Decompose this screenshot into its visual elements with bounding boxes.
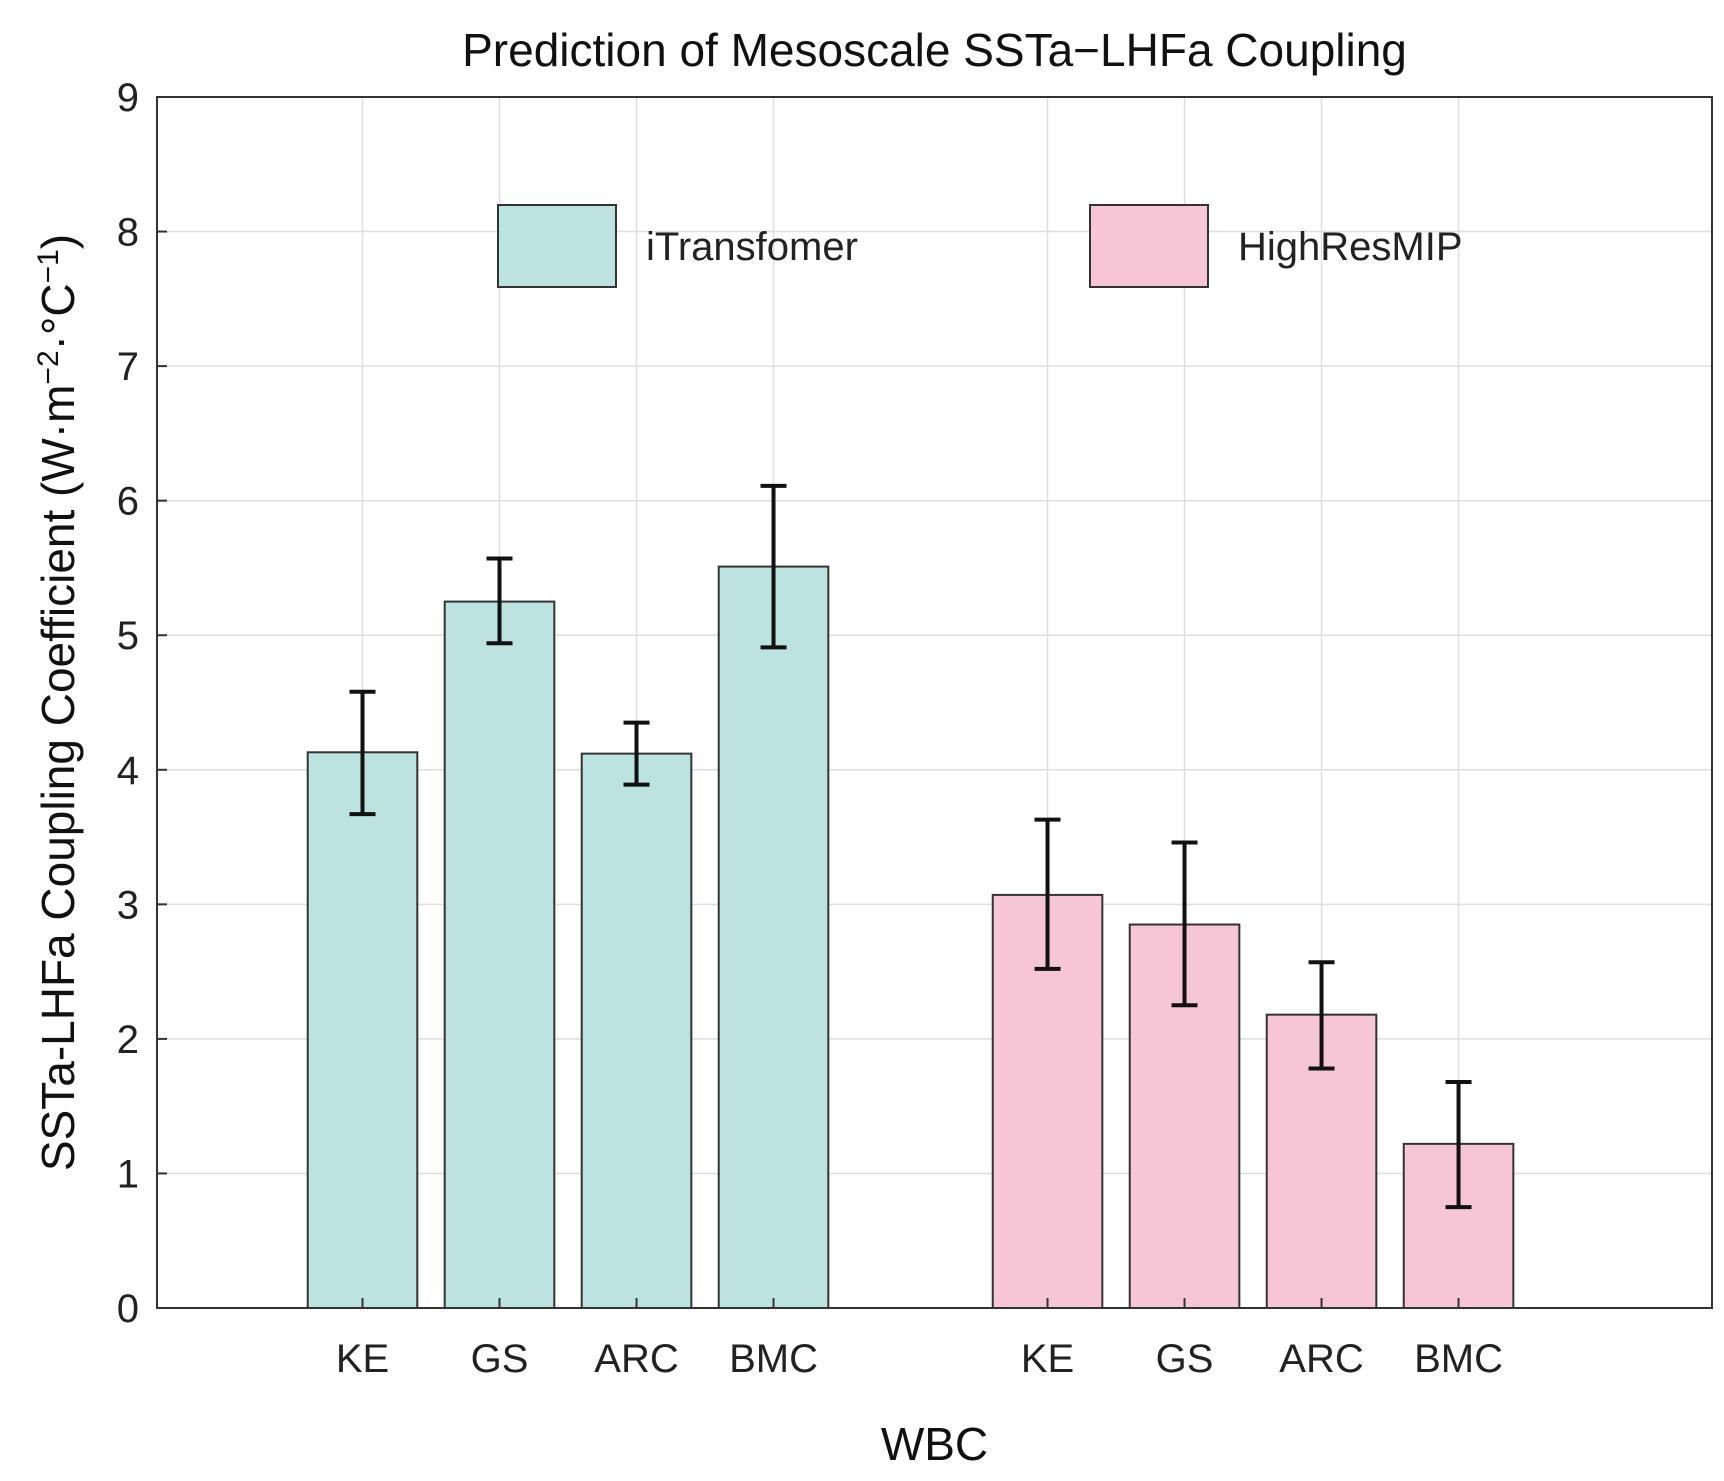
y-tick-label: 0	[117, 1287, 139, 1331]
plot-frame	[156, 96, 1713, 1309]
legend-item-highresmip: HighResMIP	[1089, 204, 1463, 288]
y-tick-label: 4	[117, 749, 139, 793]
x-tick-label: GS	[471, 1337, 529, 1381]
y-axis-label-mid: ·°C	[32, 283, 84, 350]
legend-label: HighResMIP	[1238, 225, 1463, 269]
bar-itransfomer-gs	[443, 600, 556, 1309]
x-tick-label: BMC	[1414, 1337, 1503, 1381]
legend-label: iTransfomer	[646, 225, 858, 269]
legend: iTransfomer HighResMIP	[497, 204, 1463, 288]
bar-itransfomer-bmc	[717, 565, 830, 1309]
legend-swatch	[497, 204, 617, 288]
y-tick-label: 5	[117, 614, 139, 658]
x-tick-label: GS	[1156, 1337, 1214, 1381]
errorbar-highresmip-ke	[1034, 817, 1061, 971]
y-axis-label-end: )	[32, 234, 84, 249]
chart-title: Prediction of Mesoscale SSTa−LHFa Coupli…	[462, 24, 1407, 76]
error-bars	[349, 483, 1472, 1210]
y-axis-label-sup2: −1	[32, 249, 65, 283]
y-tick-label: 7	[117, 345, 139, 389]
x-axis-label: WBC	[881, 1418, 988, 1470]
y-axis-ticks: 0 1 2 3 4 5 6 7 8 9	[117, 76, 167, 1331]
y-tick-label: 3	[117, 883, 139, 927]
x-tick-label: ARC	[594, 1337, 678, 1381]
y-tick-label: 1	[117, 1152, 139, 1196]
bar-itransfomer-ke	[306, 751, 419, 1309]
y-tick-label: 8	[117, 211, 139, 255]
x-axis-ticks: KE GS ARC BMC KE GS ARC BMC	[336, 1298, 1503, 1381]
bars	[306, 565, 1515, 1309]
bar-itransfomer-arc	[580, 752, 693, 1309]
legend-swatch	[1089, 204, 1209, 288]
legend-item-itransfomer: iTransfomer	[497, 204, 858, 288]
y-tick-label: 2	[117, 1018, 139, 1062]
y-axis-label: SSTa-LHFa Coupling Coefficient (W·m−2·°C…	[32, 234, 84, 1171]
x-tick-label: BMC	[729, 1337, 818, 1381]
errorbar-itransfomer-bmc	[760, 483, 787, 650]
y-tick-label: 6	[117, 480, 139, 524]
x-tick-label: KE	[1021, 1337, 1074, 1381]
y-axis-label-main: SSTa-LHFa Coupling Coefficient (W·m	[32, 385, 84, 1172]
errorbar-highresmip-arc	[1308, 960, 1335, 1071]
errorbar-itransfomer-gs	[486, 556, 513, 646]
y-tick-label: 9	[117, 76, 139, 120]
errorbar-itransfomer-arc	[623, 720, 650, 787]
errorbar-highresmip-gs	[1171, 840, 1198, 1008]
x-tick-label: KE	[336, 1337, 389, 1381]
errorbar-highresmip-bmc	[1445, 1079, 1472, 1210]
y-axis-label-sup1: −2	[32, 350, 65, 384]
errorbar-itransfomer-ke	[349, 689, 376, 817]
x-tick-label: ARC	[1279, 1337, 1363, 1381]
